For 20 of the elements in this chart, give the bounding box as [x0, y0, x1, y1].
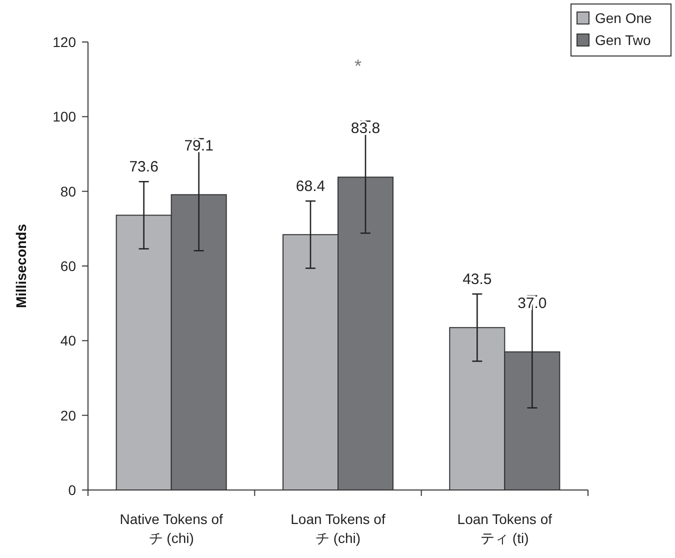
bar: 43.5 [449, 271, 506, 490]
y-tick-label: 120 [52, 34, 76, 50]
x-tick-label: Native Tokens of チ (chi) [120, 511, 224, 546]
legend-label: Gen One [595, 10, 652, 26]
annotation: * [354, 56, 362, 76]
data-label: 73.6 [129, 158, 158, 176]
x-tick-label: Loan Tokens of ティ (ti) [457, 511, 552, 546]
data-label: 43.5 [462, 271, 492, 288]
y-tick-label: 60 [60, 258, 76, 274]
x-tick-label: Loan Tokens of チ (chi) [290, 511, 386, 546]
legend-label: Gen Two [595, 32, 651, 48]
bar: 73.6 [116, 158, 172, 490]
y-tick-label: 40 [60, 332, 76, 349]
y-tick-label: 0 [68, 482, 76, 498]
y-tick-label: 20 [60, 407, 76, 424]
y-tick-label: 80 [60, 183, 76, 200]
y-tick-label: 100 [52, 108, 76, 125]
y-axis-title: Milliseconds [13, 224, 29, 308]
data-label: 68.4 [296, 178, 326, 196]
bar: 68.4 [282, 178, 338, 490]
